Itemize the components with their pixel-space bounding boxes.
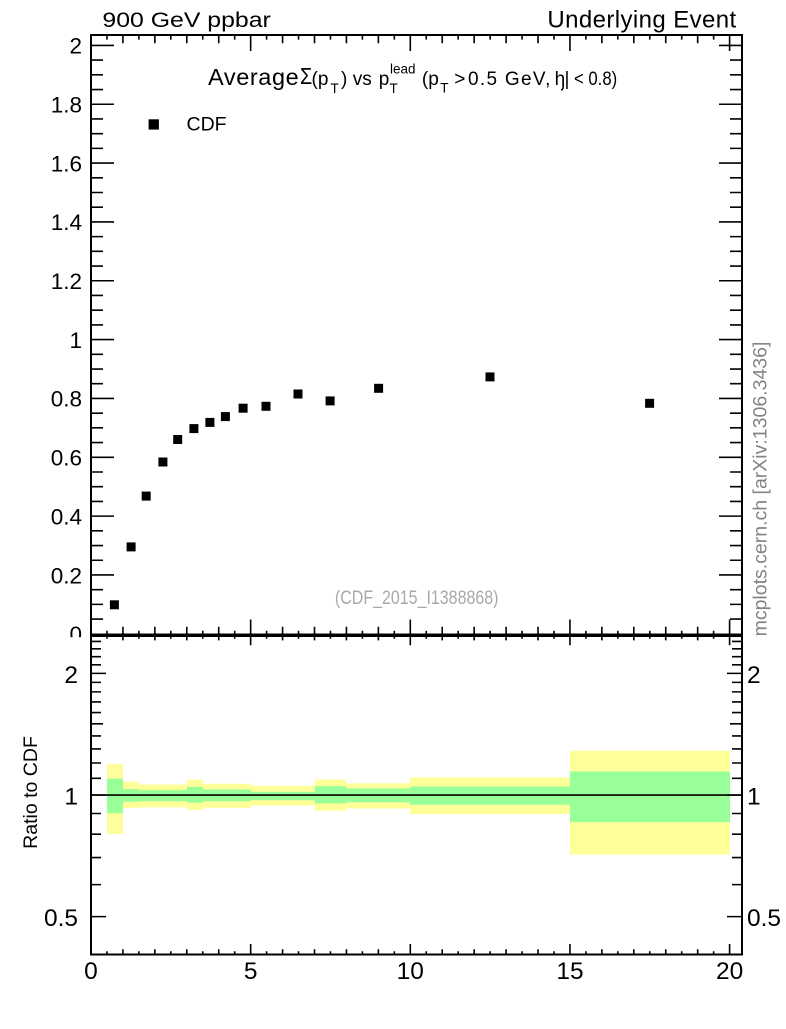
svg-text:900 GeV ppbar: 900 GeV ppbar (102, 8, 271, 32)
svg-text:1: 1 (69, 328, 82, 353)
svg-text:T: T (440, 81, 448, 96)
svg-text:0: 0 (84, 958, 98, 985)
svg-text:0.6: 0.6 (51, 446, 82, 471)
svg-text:10: 10 (397, 958, 424, 985)
svg-text:Σ: Σ (300, 64, 312, 90)
svg-text:0.5: 0.5 (747, 905, 781, 932)
svg-text:|: | (565, 69, 570, 90)
svg-text:vs: vs (353, 69, 372, 90)
svg-text:0.8: 0.8 (51, 387, 82, 412)
svg-text:lead: lead (390, 62, 416, 77)
svg-text:1.2: 1.2 (51, 269, 82, 294)
svg-text:(p: (p (422, 69, 439, 90)
svg-text:mcplots.cern.ch [arXiv:1306.34: mcplots.cern.ch [arXiv:1306.3436] (749, 342, 771, 637)
svg-text:): ) (341, 69, 347, 90)
svg-text:5: 5 (244, 958, 258, 985)
svg-text:T: T (331, 81, 339, 96)
svg-text:0.4: 0.4 (51, 504, 82, 529)
svg-text:>: > (454, 69, 465, 90)
svg-text:1.6: 1.6 (51, 151, 82, 176)
svg-text:< 0.8): < 0.8) (574, 68, 617, 89)
svg-text:p: p (379, 69, 390, 90)
svg-text:0.5: 0.5 (44, 905, 78, 932)
svg-text:Underlying Event: Underlying Event (547, 7, 736, 34)
svg-text:20: 20 (716, 958, 743, 985)
svg-text:2: 2 (69, 34, 82, 59)
svg-text:T: T (390, 81, 398, 96)
svg-text:1.8: 1.8 (51, 93, 82, 118)
svg-text:1: 1 (64, 783, 78, 810)
svg-text:2: 2 (747, 662, 761, 689)
svg-text:(p: (p (312, 69, 329, 90)
svg-text:0.5 GeV,: 0.5 GeV, (468, 69, 552, 90)
svg-text:1.4: 1.4 (51, 210, 82, 235)
svg-text:0.2: 0.2 (51, 563, 82, 588)
svg-text:h: h (555, 69, 566, 90)
svg-text:Ratio to CDF: Ratio to CDF (20, 736, 42, 849)
svg-text:(CDF_2015_I1388868): (CDF_2015_I1388868) (335, 587, 499, 610)
svg-text:CDF: CDF (187, 114, 227, 136)
svg-text:2: 2 (64, 662, 78, 689)
svg-text:1: 1 (747, 783, 761, 810)
svg-text:Average: Average (208, 64, 299, 90)
svg-text:15: 15 (556, 958, 583, 985)
